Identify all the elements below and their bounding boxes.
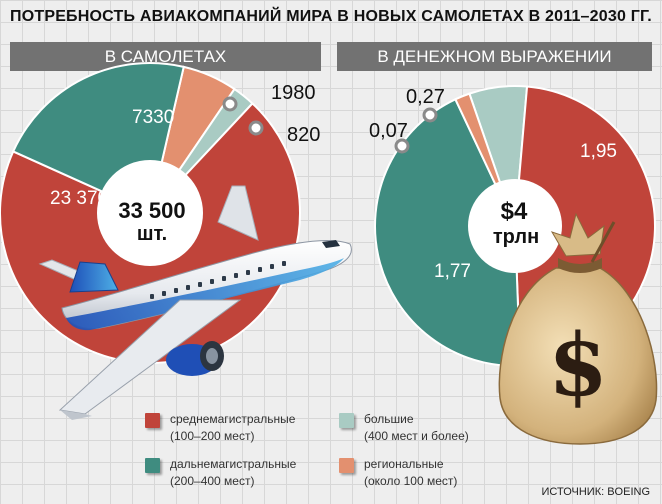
legend-swatch-large xyxy=(339,413,354,428)
left-center-total: 33 500 xyxy=(118,198,185,223)
right-center-unit: трлн xyxy=(493,226,539,248)
money-bag-illustration: $ xyxy=(498,212,658,445)
legend-swatch-long-haul xyxy=(145,458,160,473)
page-title: ПОТРЕБНОСТЬ АВИАКОМПАНИЙ МИРА В НОВЫХ СА… xyxy=(10,8,652,25)
source-credit: ИСТОЧНИК: BOEING xyxy=(541,486,650,498)
data-label-units-large: 820 xyxy=(287,124,320,146)
callout-marker-money-large xyxy=(422,107,438,123)
legend-swatch-regional xyxy=(339,458,354,473)
airplane-illustration xyxy=(38,185,352,420)
slice-money-long-haul xyxy=(374,97,522,367)
legend-label-medium-haul: среднемагистральные (100–200 мест) xyxy=(170,412,296,443)
callout-marker-units-large xyxy=(248,120,264,136)
data-label-money-regional: 0,07 xyxy=(369,120,408,142)
right-chart-header: В ДЕНЕЖНОМ ВЫРАЖЕНИИ xyxy=(337,42,652,71)
left-donut-hole xyxy=(97,160,203,266)
left-chart-header: В САМОЛЕТАХ xyxy=(10,42,321,71)
right-center-total: $4 xyxy=(501,198,528,225)
right-donut-hole xyxy=(468,179,562,273)
data-label-money-long-haul: 1,77 xyxy=(434,261,471,282)
legend-swatch-medium-haul xyxy=(145,413,160,428)
callout-marker-money-regional xyxy=(394,138,410,154)
left-center-unit: шт. xyxy=(137,223,167,245)
data-label-money-large: 0,27 xyxy=(406,86,445,108)
data-label-units-medium-haul: 23 370 xyxy=(50,188,108,209)
legend-label-regional: региональные (около 100 мест) xyxy=(364,457,458,488)
legend-label-long-haul: дальнемагистральные (200–400 мест) xyxy=(170,457,297,488)
data-label-money-medium-haul: 1,95 xyxy=(580,141,617,162)
engine xyxy=(166,341,224,376)
callout-marker-units-regional xyxy=(222,96,238,112)
legend-label-large: большие (400 мест и более) xyxy=(364,412,469,443)
data-label-units-regional: 1980 xyxy=(271,82,316,104)
data-label-units-long-haul: 7330 xyxy=(132,107,174,128)
dollar-sign-icon: $ xyxy=(548,315,608,416)
